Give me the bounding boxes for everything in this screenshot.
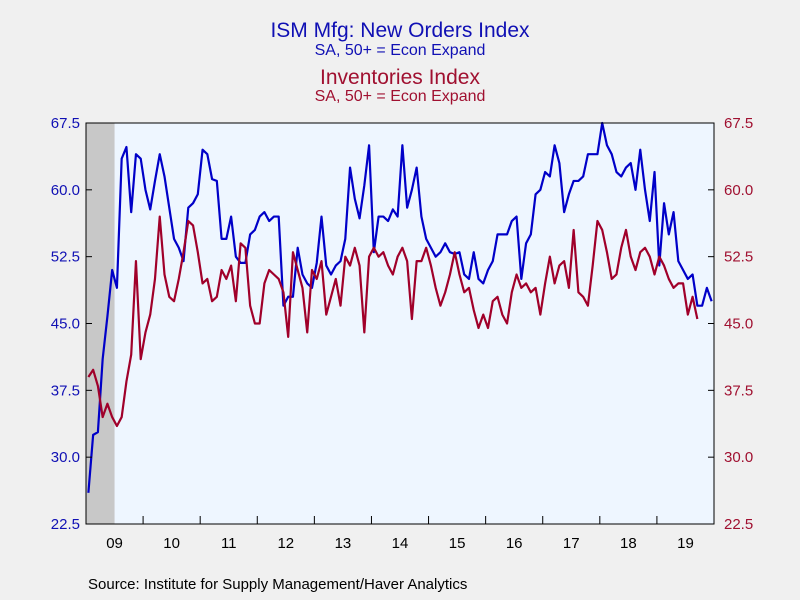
y-left-tick-label: 22.5	[51, 516, 80, 533]
x-tick-label: 11	[221, 535, 237, 552]
source-note: Source: Institute for Supply Management/…	[88, 576, 468, 593]
y-left-tick-label: 67.5	[51, 115, 80, 132]
x-tick-label: 15	[449, 535, 466, 552]
y-right-tick-label: 60.0	[724, 182, 753, 199]
chart-subtitle-new-orders: SA, 50+ = Econ Expand	[314, 42, 486, 59]
x-tick-label: 18	[620, 535, 637, 552]
y-left-tick-label: 30.0	[51, 449, 80, 466]
series-line-inventories	[87, 215, 699, 428]
y-right-tick-label: 30.0	[724, 449, 753, 466]
y-right-tick-label: 37.5	[724, 382, 753, 399]
x-tick-label: 14	[392, 535, 409, 552]
y-right-tick-label: 67.5	[724, 115, 753, 132]
y-left-tick-label: 45.0	[51, 316, 80, 333]
y-right-tick-label: 45.0	[724, 316, 753, 333]
y-left-tick-label: 60.0	[51, 182, 80, 199]
x-tick-label: 10	[163, 535, 180, 552]
chart-title-new-orders: ISM Mfg: New Orders Index	[270, 19, 530, 42]
x-tick-label: 13	[335, 535, 352, 552]
series-line-new-orders	[87, 121, 713, 493]
x-tick-label: 19	[677, 535, 694, 552]
x-tick-label: 09	[106, 535, 123, 552]
y-right-tick-label: 52.5	[724, 249, 753, 266]
x-tick-label: 16	[506, 535, 523, 552]
x-tick-label: 12	[277, 535, 294, 552]
chart-title-inventories: Inventories Index	[320, 66, 480, 89]
chart-subtitle-inventories: SA, 50+ = Econ Expand	[314, 88, 486, 105]
y-left-tick-label: 52.5	[51, 249, 80, 266]
y-left-tick-label: 37.5	[51, 382, 80, 399]
x-tick-label: 17	[563, 535, 580, 552]
y-right-tick-label: 22.5	[724, 516, 753, 533]
